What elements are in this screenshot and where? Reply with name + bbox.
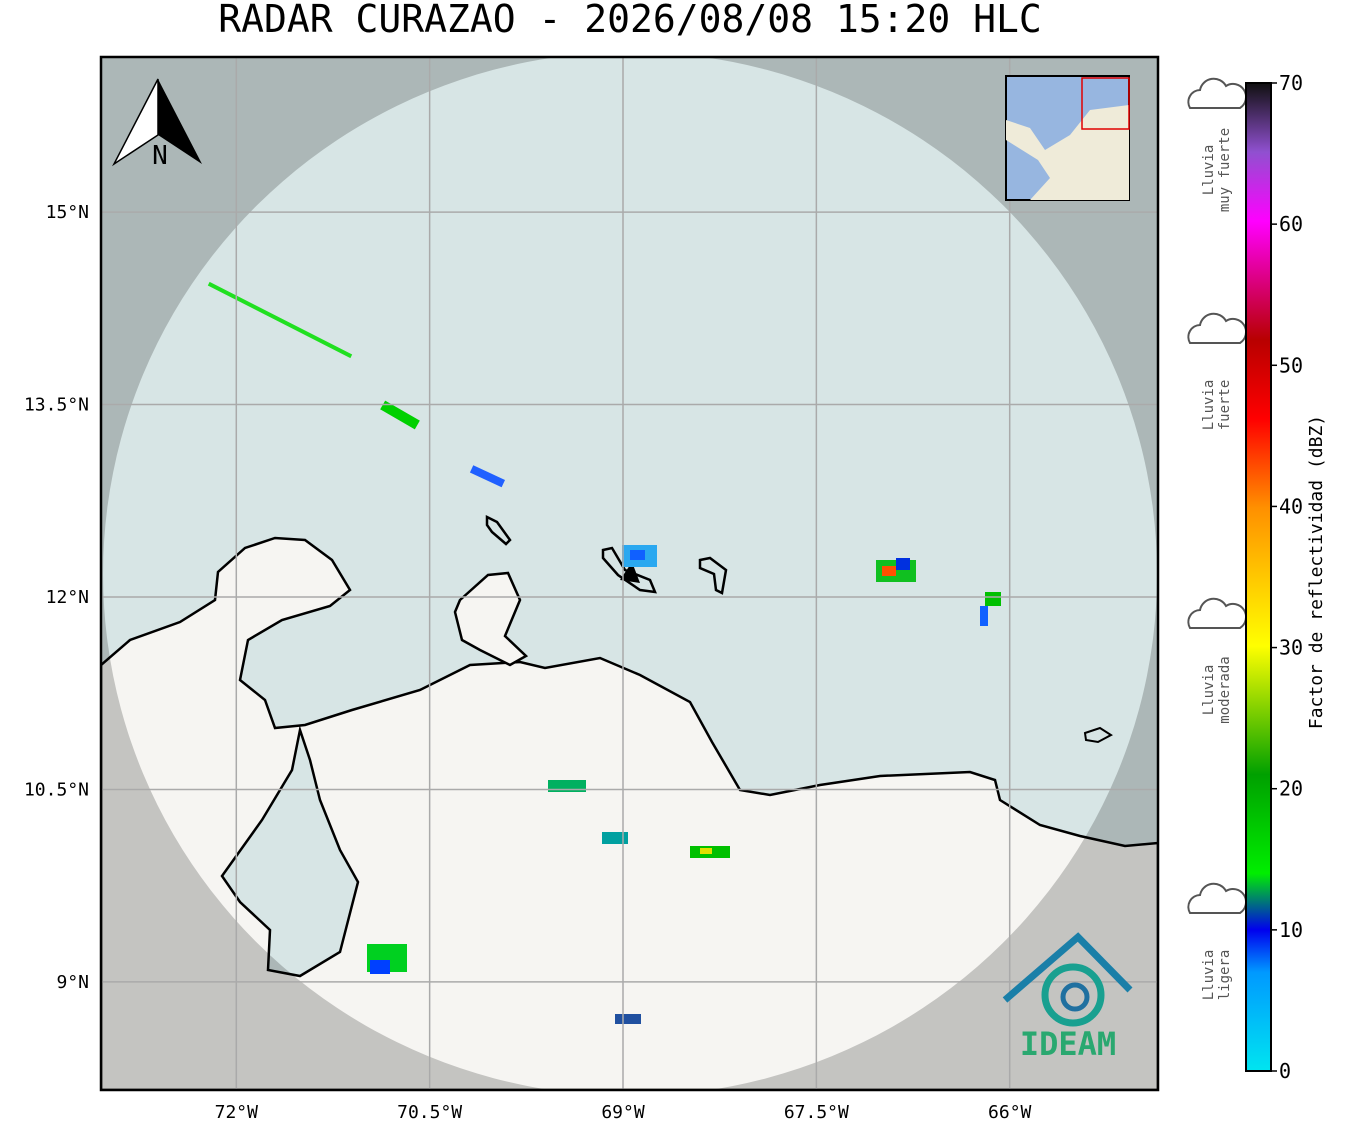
rain-level-label: Lluvia (1201, 665, 1217, 716)
rain-level-label: Lluvia (1201, 145, 1217, 196)
lon-label: 72°W (215, 1102, 259, 1123)
rain-level-label: Lluvia (1201, 380, 1217, 431)
colorbar-tick-label: 10 (1279, 918, 1303, 942)
map (101, 57, 1158, 1090)
curacao (601, 546, 657, 594)
lat-label: 10.5°N (24, 779, 89, 800)
lat-label: 15°N (46, 202, 89, 223)
colorbar-label: Factor de reflectividad (dBZ) (1306, 415, 1327, 729)
lat-label: 9°N (56, 972, 89, 993)
land (101, 536, 1158, 1090)
cloud-icon (1187, 597, 1247, 629)
rain-level-label: Lluvia (1201, 950, 1217, 1001)
lat-label: 12°N (46, 587, 89, 608)
paraguana (453, 571, 529, 667)
inset-map (1005, 75, 1130, 201)
ideam-logo: IDEAM (1002, 932, 1133, 1063)
north-label: N (152, 141, 168, 171)
radar-site (620, 562, 640, 583)
rain-level-label: moderada (1217, 656, 1233, 723)
colorbar-tick-label: 40 (1279, 494, 1303, 518)
north-arrow: N (112, 78, 202, 171)
rain-level-label: fuerte (1217, 380, 1233, 431)
colorbar-tick-label: 30 (1279, 636, 1303, 660)
aruba (485, 514, 512, 546)
lon-label: 66°W (988, 1102, 1032, 1123)
bonaire (698, 556, 728, 595)
islands-east (1083, 726, 1113, 744)
lon-label: 69°W (601, 1102, 645, 1123)
title: RADAR CURAZAO - 2026/08/08 15:20 HLC (218, 0, 1042, 41)
rain-level-label: muy fuerte (1217, 128, 1233, 212)
lon-label: 70.5°W (397, 1102, 462, 1123)
cloud-icon (1187, 312, 1247, 344)
cloud-icon (1187, 882, 1247, 914)
colorbar (1245, 82, 1272, 1072)
graticule (101, 57, 1158, 1090)
colorbar-tick-label: 20 (1279, 777, 1303, 801)
lon-label: 67.5°W (784, 1102, 849, 1123)
colorbar-tick-label: 70 (1279, 71, 1303, 95)
colorbar-ticks: 0 10 20 30 40 50 60 70 (1271, 71, 1303, 1083)
logo-text: IDEAM (1020, 1025, 1116, 1063)
colorbar-tick-label: 60 (1279, 212, 1303, 236)
rain-level-label: ligera (1217, 950, 1233, 1001)
cloud-icon (1187, 77, 1247, 109)
lake-maracaibo (220, 725, 360, 978)
map-frame (99, 55, 1160, 1092)
colorbar-tick-label: 0 (1279, 1059, 1291, 1083)
lat-label: 13.5°N (24, 395, 89, 416)
colorbar-tick-label: 50 (1279, 353, 1303, 377)
